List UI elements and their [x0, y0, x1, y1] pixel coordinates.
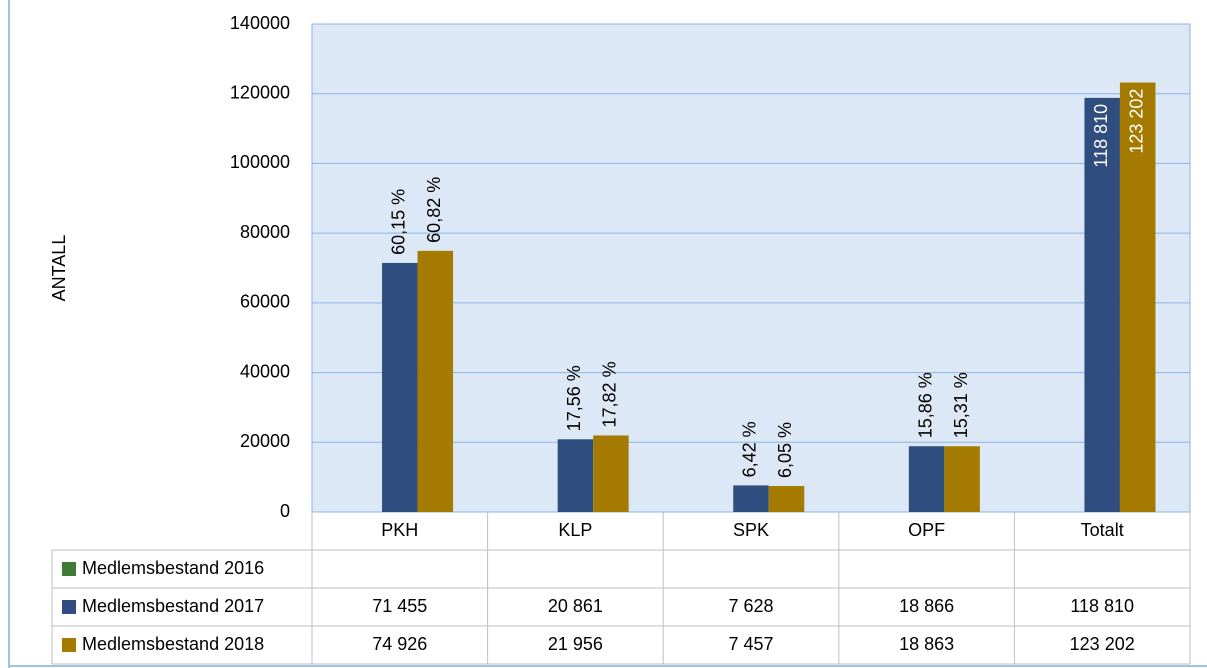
table-value: 7 457 [728, 634, 773, 654]
bar-label: 17,56 % [564, 365, 584, 431]
plot-area [311, 23, 1191, 513]
y-tick-label: 100000 [230, 152, 290, 172]
y-tick-label: 120000 [230, 82, 290, 102]
legend-label: Medlemsbestand 2017 [82, 596, 264, 616]
bar-label: 60,15 % [389, 189, 409, 255]
y-tick-label: 140000 [230, 13, 290, 33]
legend-swatch [62, 600, 76, 614]
table-value: 71 455 [372, 596, 427, 616]
y-axis-label: ANTALL [49, 235, 69, 302]
table-value: 18 863 [899, 634, 954, 654]
y-tick-label: 60000 [240, 292, 290, 312]
legend-label: Medlemsbestand 2016 [82, 558, 264, 578]
bar-label: 118 810 [1091, 104, 1111, 168]
bar-label: 17,82 % [600, 361, 620, 427]
legend-swatch [62, 638, 76, 652]
bar [593, 435, 629, 512]
bar [944, 446, 980, 512]
table-value: 21 956 [548, 634, 603, 654]
bar [1084, 97, 1120, 512]
bar-label: 15,86 % [915, 372, 935, 438]
bar [768, 486, 805, 512]
bar [382, 262, 418, 512]
y-tick-label: 80000 [240, 222, 290, 242]
y-tick-label: 40000 [240, 361, 290, 381]
table-value: 74 926 [372, 634, 427, 654]
y-tick-label: 20000 [240, 431, 290, 451]
bar-label: 15,31 % [951, 372, 971, 438]
bar [557, 439, 594, 512]
x-tick-label: KLP [558, 520, 592, 540]
legend-swatch [62, 562, 76, 576]
bar [417, 250, 454, 512]
x-tick-label: SPK [733, 520, 769, 540]
table-value: 18 866 [899, 596, 954, 616]
y-tick-label: 0 [280, 501, 290, 521]
x-tick-label: PKH [381, 520, 418, 540]
table-value: 7 628 [728, 596, 773, 616]
bar [908, 446, 945, 512]
bar [733, 485, 769, 512]
bar-label: 6,05 % [775, 422, 795, 478]
bar-label: 60,82 % [424, 177, 444, 243]
bar-label: 6,42 % [740, 421, 760, 477]
table-value: 118 810 [1070, 596, 1134, 616]
bar-label: 123 202 [1126, 89, 1146, 154]
legend-label: Medlemsbestand 2018 [82, 634, 264, 654]
bar [1119, 82, 1156, 512]
x-tick-label: OPF [908, 520, 945, 540]
x-tick-label: Totalt [1081, 520, 1124, 540]
table-value: 123 202 [1070, 634, 1135, 654]
table-value: 20 861 [548, 596, 603, 616]
